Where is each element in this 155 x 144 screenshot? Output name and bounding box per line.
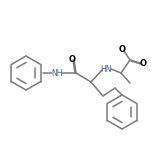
Text: NH: NH	[51, 69, 63, 77]
Text: O: O	[69, 54, 75, 64]
Text: O: O	[119, 44, 126, 54]
Text: O: O	[140, 59, 146, 69]
Text: HN: HN	[100, 65, 112, 73]
